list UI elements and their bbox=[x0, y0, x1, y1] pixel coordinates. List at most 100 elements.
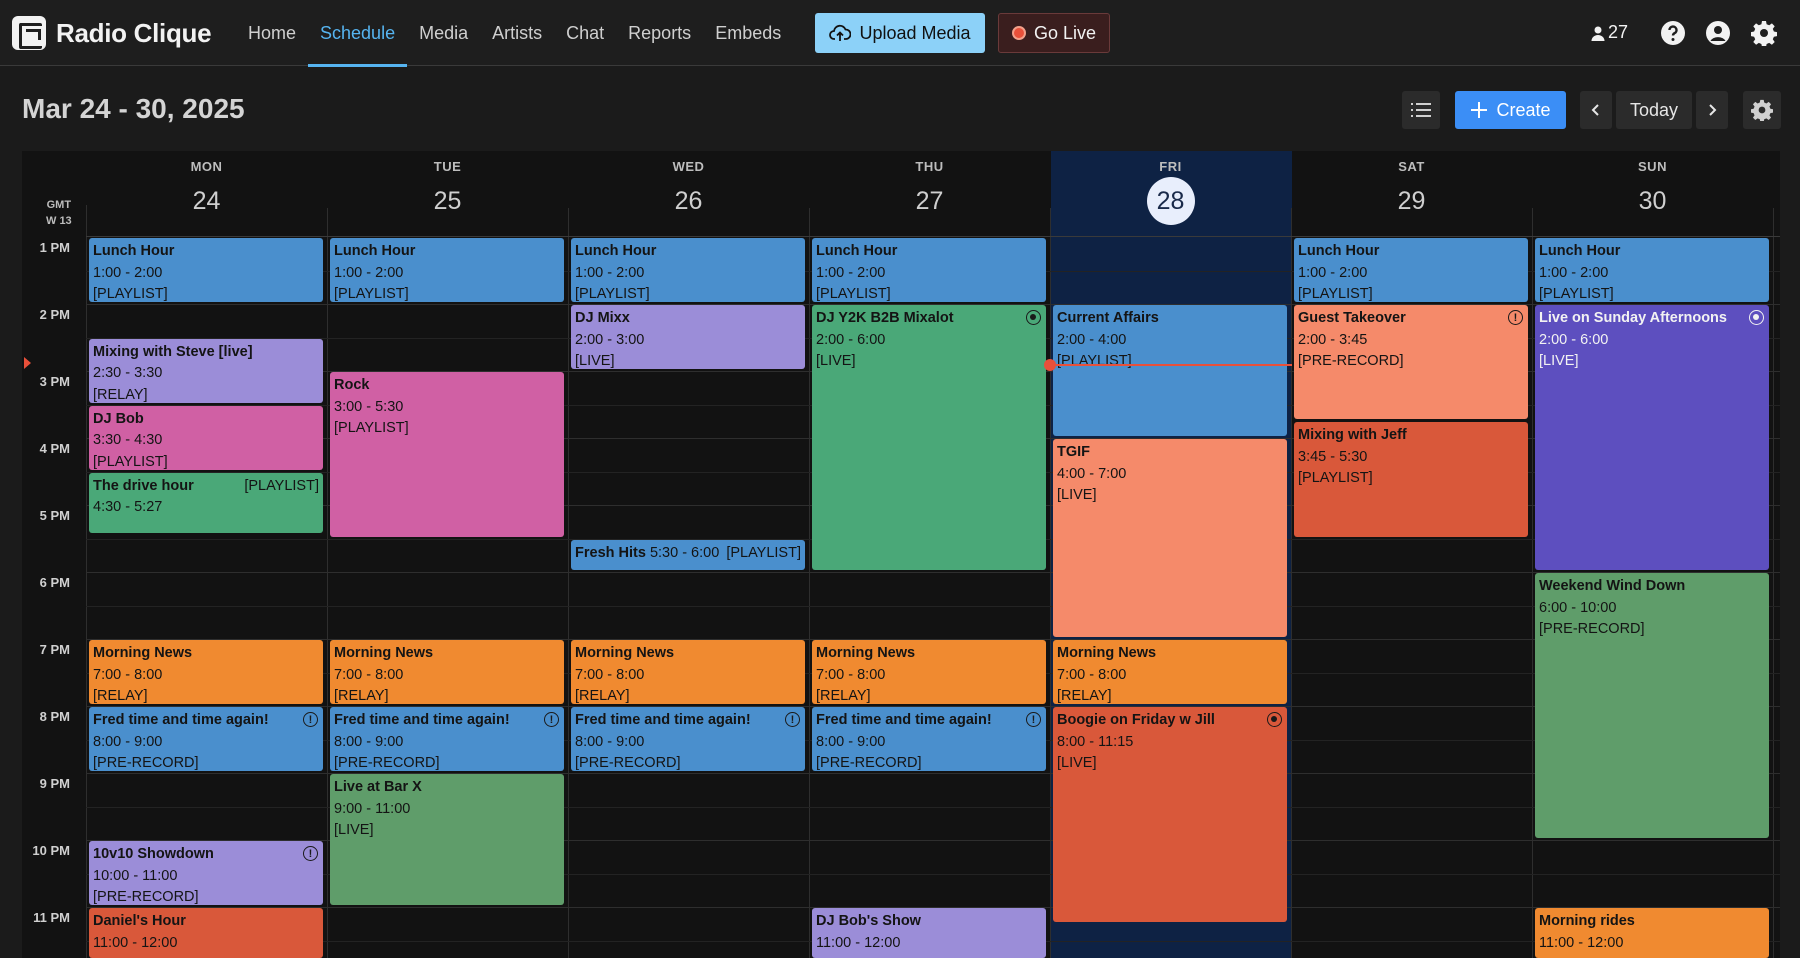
nav-schedule[interactable]: Schedule bbox=[308, 0, 408, 67]
hour-label: 8 PM bbox=[39, 709, 70, 724]
schedule-event[interactable]: Lunch Hour 1:00 - 2:00 [PLAYLIST] bbox=[571, 238, 805, 302]
day-column-divider bbox=[1532, 208, 1533, 958]
next-week-button[interactable] bbox=[1696, 91, 1728, 129]
go-live-button[interactable]: Go Live bbox=[998, 13, 1110, 53]
schedule-event[interactable]: Weekend Wind Down 6:00 - 10:00 [PRE-RECORD… bbox=[1535, 573, 1769, 838]
event-title: Fred time and time again! bbox=[93, 712, 269, 728]
calendar-settings-button[interactable] bbox=[1743, 91, 1781, 129]
event-title: DJ Bob bbox=[93, 410, 144, 427]
day-of-week: THU bbox=[915, 159, 944, 174]
schedule-event[interactable]: Morning News 7:00 - 8:00 [RELAY] bbox=[330, 640, 564, 704]
listener-count[interactable]: 27 bbox=[1590, 22, 1628, 43]
schedule-event[interactable]: Fred time and time again! 8:00 - 9:00 [PRE… bbox=[812, 707, 1046, 771]
help-icon[interactable] bbox=[1660, 20, 1686, 46]
day-of-week: SUN bbox=[1638, 159, 1667, 174]
date-number[interactable]: 24 bbox=[192, 187, 221, 215]
today-date-number[interactable]: 28 bbox=[1146, 177, 1195, 225]
schedule-event[interactable]: Guest Takeover 2:00 - 3:45 [PRE-RECORD] bbox=[1294, 305, 1528, 420]
date-number[interactable]: 29 bbox=[1397, 187, 1426, 215]
schedule-event[interactable]: 10v10 Showdown 10:00 - 11:00 [PRE-RECORD] bbox=[89, 841, 323, 905]
schedule-event[interactable]: Boogie on Friday w Jill 8:00 - 11:15 [LIVE… bbox=[1053, 707, 1287, 922]
nav-reports[interactable]: Reports bbox=[628, 23, 692, 43]
app-logo[interactable]: Radio Clique bbox=[12, 16, 212, 50]
half-hour-gridline bbox=[86, 806, 1780, 808]
event-type: [PRE-RECORD] bbox=[334, 755, 440, 771]
schedule-event[interactable]: Current Affairs 2:00 - 4:00 [PLAYLIST] bbox=[1053, 305, 1287, 436]
event-time: 2:00 - 3:45 bbox=[1298, 331, 1368, 348]
day-header-sun[interactable]: SUN 30 bbox=[1532, 151, 1773, 237]
schedule-event[interactable]: Morning News 7:00 - 8:00 [RELAY] bbox=[89, 640, 323, 704]
today-button[interactable]: Today bbox=[1616, 91, 1692, 129]
event-title: Morning News bbox=[1057, 645, 1157, 661]
day-column-divider bbox=[327, 208, 328, 958]
schedule-event[interactable]: TGIF 4:00 - 7:00 [LIVE] bbox=[1053, 439, 1287, 637]
schedule-event[interactable]: Mixing with Jeff 3:45 - 5:30 [PLAYLIST] bbox=[1294, 422, 1528, 537]
schedule-event[interactable]: Rock 3:00 - 5:30 [PLAYLIST] bbox=[330, 372, 564, 537]
previous-week-button[interactable] bbox=[1580, 91, 1612, 129]
schedule-event[interactable]: Fred time and time again! 8:00 - 9:00 [PRE… bbox=[89, 707, 323, 771]
nav-home[interactable]: Home bbox=[248, 23, 297, 43]
date-number[interactable]: 25 bbox=[433, 187, 462, 215]
schedule-event[interactable]: Daniel's Hour 11:00 - 12:00 bbox=[89, 908, 323, 958]
event-type: [PLAYLIST] bbox=[1298, 470, 1373, 487]
event-time: 2:00 - 6:00 bbox=[816, 331, 886, 348]
account-icon[interactable] bbox=[1705, 20, 1731, 46]
date-number[interactable]: 30 bbox=[1638, 187, 1667, 215]
gear-icon bbox=[1751, 99, 1773, 121]
event-time: 7:00 - 8:00 bbox=[816, 666, 886, 683]
event-time: 11:00 - 12:00 bbox=[816, 934, 901, 951]
event-title: Fred time and time again! bbox=[334, 712, 510, 728]
event-time: 4:30 - 5:27 bbox=[93, 499, 163, 515]
day-column-divider bbox=[86, 205, 87, 958]
schedule-event[interactable]: Lunch Hour 1:00 - 2:00 [PLAYLIST] bbox=[1294, 238, 1528, 302]
day-header-thu[interactable]: THU 27 bbox=[809, 151, 1050, 237]
schedule-event[interactable]: DJ Bob's Show 11:00 - 12:00 bbox=[812, 908, 1046, 958]
event-title: The drive hour bbox=[93, 477, 194, 494]
hour-label: 7 PM bbox=[39, 642, 70, 657]
schedule-event[interactable]: Morning News 7:00 - 8:00 [RELAY] bbox=[571, 640, 805, 704]
event-type: [PRE-RECORD] bbox=[816, 755, 922, 771]
day-header-fri[interactable]: FRI 28 bbox=[1050, 151, 1291, 237]
schedule-event[interactable]: Live at Bar X 9:00 - 11:00 [LIVE] bbox=[330, 774, 564, 905]
schedule-event[interactable]: DJ Bob 3:30 - 4:30 [PLAYLIST] bbox=[89, 405, 323, 470]
date-number[interactable]: 26 bbox=[674, 187, 703, 215]
event-time: 2:00 - 6:00 bbox=[1539, 331, 1609, 348]
event-type: [RELAY] bbox=[1057, 688, 1112, 704]
person-icon bbox=[1591, 26, 1605, 41]
day-header-mon[interactable]: MON 24 bbox=[86, 151, 327, 237]
schedule-event[interactable]: Lunch Hour 1:00 - 2:00 [PLAYLIST] bbox=[1535, 238, 1769, 302]
schedule-event[interactable]: Lunch Hour 1:00 - 2:00 [PLAYLIST] bbox=[89, 238, 323, 302]
nav-chat[interactable]: Chat bbox=[566, 23, 605, 43]
day-of-week: FRI bbox=[1159, 159, 1182, 174]
schedule-event[interactable]: Fred time and time again! 8:00 - 9:00 [PRE… bbox=[571, 707, 805, 771]
nav-embeds[interactable]: Embeds bbox=[715, 23, 782, 43]
day-header-sat[interactable]: SAT 29 bbox=[1291, 151, 1532, 237]
schedule-event[interactable]: DJ Y2K B2B Mixalot 2:00 - 6:00 [LIVE] bbox=[812, 305, 1046, 570]
upload-media-button[interactable]: Upload Media bbox=[815, 13, 985, 53]
event-time: 10:00 - 11:00 bbox=[93, 867, 178, 884]
date-number[interactable]: 27 bbox=[915, 187, 944, 215]
schedule-event[interactable]: Lunch Hour 1:00 - 2:00 [PLAYLIST] bbox=[330, 238, 564, 302]
schedule-event[interactable]: Mixing with Steve [live] 2:30 - 3:30 [RELA… bbox=[89, 338, 323, 403]
list-view-button[interactable] bbox=[1402, 91, 1440, 129]
nav-media[interactable]: Media bbox=[419, 23, 469, 43]
schedule-event[interactable]: The drive hour 4:30 - 5:27 [PLAYLIST] bbox=[89, 472, 323, 534]
schedule-event[interactable]: Morning News 7:00 - 8:00 [RELAY] bbox=[812, 640, 1046, 704]
event-time: 4:00 - 7:00 bbox=[1057, 465, 1127, 482]
day-header-wed[interactable]: WED 26 bbox=[568, 151, 809, 237]
event-type: [PLAYLIST] bbox=[93, 286, 168, 302]
schedule-event[interactable]: DJ Mixx 2:00 - 3:00 [LIVE] bbox=[571, 305, 805, 369]
warning-icon bbox=[544, 710, 559, 732]
schedule-event[interactable]: Morning rides 11:00 - 12:00 bbox=[1535, 908, 1769, 958]
gmt-label: GMT bbox=[46, 199, 72, 211]
day-header-tue[interactable]: TUE 25 bbox=[327, 151, 568, 237]
schedule-event[interactable]: Live on Sunday Afternoons 2:00 - 6:00 [LIV… bbox=[1535, 305, 1769, 570]
event-time: 8:00 - 11:15 bbox=[1057, 733, 1134, 750]
schedule-event[interactable]: Morning News 7:00 - 8:00 [RELAY] bbox=[1053, 640, 1287, 704]
nav-artists[interactable]: Artists bbox=[492, 23, 543, 43]
schedule-event[interactable]: Lunch Hour 1:00 - 2:00 [PLAYLIST] bbox=[812, 238, 1046, 302]
schedule-event[interactable]: Fred time and time again! 8:00 - 9:00 [PRE… bbox=[330, 707, 564, 771]
create-button[interactable]: Create bbox=[1455, 91, 1566, 129]
schedule-event[interactable]: Fresh Hits 5:30 - 6:00 [PLAYLIST] bbox=[571, 539, 805, 570]
gear-icon[interactable] bbox=[1751, 20, 1777, 46]
